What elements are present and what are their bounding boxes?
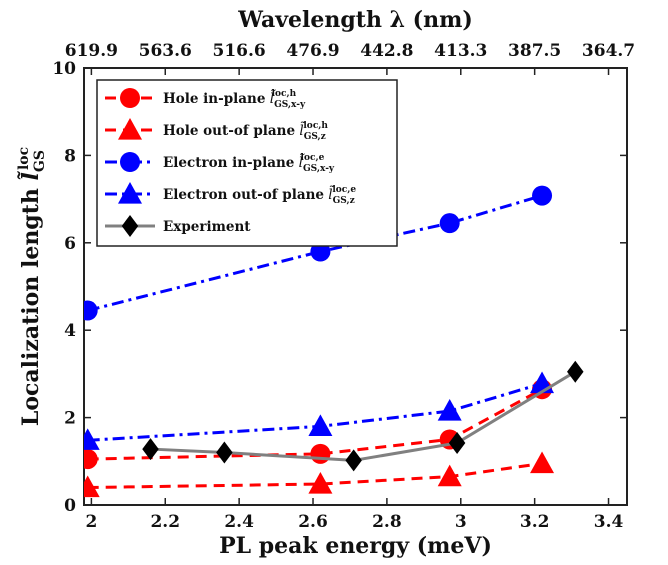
legend-label: Electron in-plane l̃GS,x-yloc,e <box>163 153 335 174</box>
series-4-point <box>567 360 584 383</box>
series-1-point <box>530 451 555 474</box>
x-tick-label: 2.6 <box>298 512 328 532</box>
y-tick-label: 0 <box>64 496 76 516</box>
series-3-point <box>84 428 100 450</box>
series-3-point <box>530 371 555 394</box>
legend-marker <box>121 215 139 237</box>
series-2-point <box>532 185 553 206</box>
legend-label-symbol: l̃ <box>324 186 334 203</box>
series-line-0 <box>87 387 543 461</box>
series-1-point <box>308 472 333 494</box>
legend-label-name: Electron out-of plane <box>163 187 324 203</box>
y-axis-label-sup: loc <box>16 147 32 170</box>
legend-label-name: Electron in-plane <box>163 155 294 171</box>
top-tick-label: 387.5 <box>508 41 561 61</box>
x-tick-label: 2.8 <box>372 512 402 532</box>
legend-label-sup: loc,e <box>332 185 356 195</box>
y-tick-label: 8 <box>64 146 76 166</box>
legend-label: Electron out-of plane l̃GS,zloc,e <box>163 185 356 206</box>
y-tick-label: 2 <box>64 409 76 429</box>
x-tick-label: 2.2 <box>150 512 180 532</box>
x-tick-label: 2 <box>85 512 97 532</box>
series-line-4 <box>150 370 577 462</box>
legend-item-4: Experiment <box>105 215 251 237</box>
series-4-point <box>216 441 233 464</box>
x-tick-label: 3.4 <box>594 512 624 532</box>
series-line-1 <box>87 461 543 490</box>
x-tick-label: 3.2 <box>520 512 550 532</box>
series-2-point <box>84 300 98 321</box>
legend-label-sup: loc,h <box>272 89 297 99</box>
legend-label-name: Hole out-of plane <box>163 123 295 139</box>
legend-marker <box>120 152 140 172</box>
top-tick-label: 413.3 <box>434 41 487 61</box>
legend-label: Experiment <box>163 219 251 235</box>
series-3-point <box>437 399 462 421</box>
legend-label-name: Experiment <box>163 219 251 235</box>
legend-item-1: Hole out-of plane l̃GS,zloc,h <box>105 118 328 142</box>
y-axis-label-symbol: l̃ <box>18 170 44 180</box>
y-tick-label: 4 <box>64 321 76 341</box>
legend-marker <box>118 182 142 204</box>
x-tick-label: 2.4 <box>224 512 254 532</box>
y-tick-label: 6 <box>64 234 76 254</box>
series-4-point <box>142 438 159 461</box>
series-1-point <box>437 464 462 487</box>
legend-label-sub: GS,z <box>333 196 355 206</box>
legend-label-symbol: l̃ <box>294 154 304 171</box>
series-0-point <box>84 449 98 470</box>
plot-frame <box>83 67 628 506</box>
y-axis-label-sub: GS <box>32 150 48 172</box>
top-tick-label: 364.7 <box>582 41 635 61</box>
legend-label-sub: GS,x-y <box>303 164 335 174</box>
top-tick-label: 563.6 <box>139 41 192 61</box>
legend-label-name: Hole in-plane <box>163 91 265 107</box>
series-line-3 <box>87 382 543 442</box>
top-tick-label: 476.9 <box>286 41 339 61</box>
legend-label: Hole in-plane l̃GS,x-yloc,h <box>163 89 306 110</box>
legend-item-2: Electron in-plane l̃GS,x-yloc,e <box>105 152 335 174</box>
legend-label-sub: GS,x-y <box>274 100 306 110</box>
y-axis-label: Localization length l̃GSloc <box>16 147 48 426</box>
legend-label-sup: loc,h <box>303 121 328 131</box>
y-axis-label-text: Localization length <box>18 180 44 426</box>
series-3 <box>84 371 555 450</box>
x-axis-label: PL peak energy (meV) <box>219 533 492 559</box>
series-1 <box>84 451 555 498</box>
top-tick-label: 619.9 <box>65 41 118 61</box>
series-0-point <box>310 443 331 464</box>
top-axis-label: Wavelength λ (nm) <box>237 7 473 33</box>
legend-label-symbol: l̃ <box>265 90 275 107</box>
series-1-point <box>84 475 100 498</box>
legend-label-symbol: l̃ <box>295 122 305 139</box>
y-tick-label: 10 <box>52 59 76 79</box>
top-tick-label: 442.8 <box>360 41 413 61</box>
top-tick-label: 516.6 <box>213 41 266 61</box>
x-tick-label: 3 <box>455 512 467 532</box>
legend-label-sub: GS,z <box>304 132 326 142</box>
legend-marker <box>118 118 142 140</box>
series-2-point <box>439 213 460 234</box>
legend-item-3: Electron out-of plane l̃GS,zloc,e <box>105 182 356 206</box>
series-4-point <box>448 431 466 454</box>
legend-label: Hole out-of plane l̃GS,zloc,h <box>163 121 328 142</box>
legend-item-0: Hole in-plane l̃GS,x-yloc,h <box>105 88 306 110</box>
series-3-point <box>308 414 333 436</box>
series-4-point <box>345 449 362 472</box>
legend-label-sup: loc,e <box>301 153 325 163</box>
legend-marker <box>120 88 140 108</box>
series-4 <box>142 360 584 472</box>
